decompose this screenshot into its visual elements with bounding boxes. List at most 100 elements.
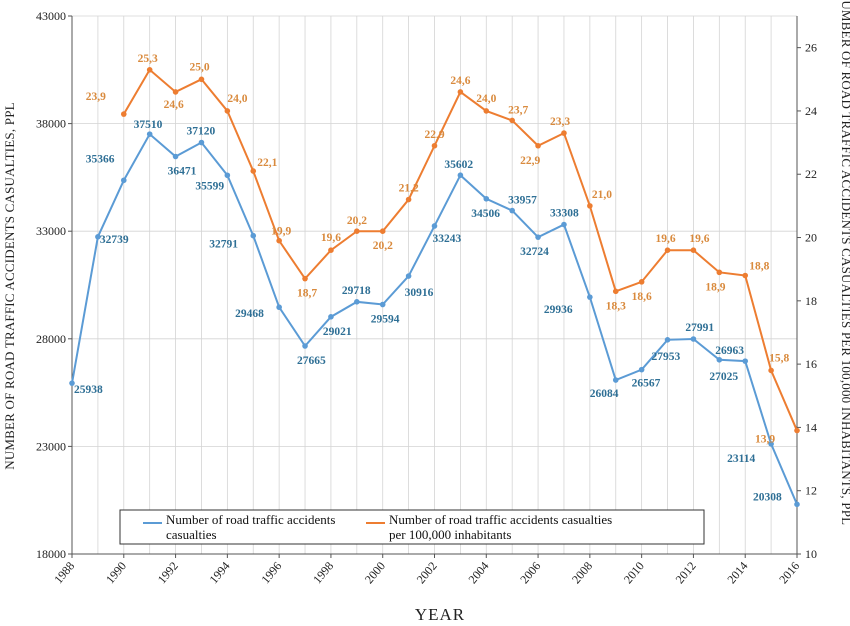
data-point-per-100k bbox=[328, 247, 334, 253]
grid-lines bbox=[71, 15, 798, 555]
data-point-per-100k bbox=[250, 168, 257, 174]
data-point-casualties bbox=[405, 273, 412, 279]
data-point-casualties bbox=[794, 501, 800, 508]
data-label-per-100k: 23,7 bbox=[508, 104, 528, 116]
data-label-casualties: 26963 bbox=[715, 345, 744, 357]
right-tick-label: 14 bbox=[805, 420, 817, 434]
data-label-per-100k: 23,9 bbox=[86, 91, 106, 103]
right-tick-label: 26 bbox=[805, 41, 817, 55]
data-label-casualties: 23114 bbox=[727, 453, 755, 465]
data-label-per-100k: 19,6 bbox=[689, 233, 709, 245]
data-label-casualties: 26567 bbox=[632, 378, 661, 390]
data-label-casualties: 33243 bbox=[433, 233, 462, 245]
data-point-per-100k bbox=[172, 89, 179, 95]
data-point-casualties bbox=[146, 131, 153, 137]
data-point-casualties bbox=[224, 172, 231, 179]
data-label-per-100k: 19,9 bbox=[271, 226, 291, 238]
right-tick-label: 16 bbox=[805, 357, 817, 371]
data-label-per-100k: 25,0 bbox=[189, 61, 209, 73]
x-tick-label: 1998 bbox=[310, 559, 336, 586]
data-point-casualties bbox=[483, 195, 490, 202]
data-label-casualties: 27953 bbox=[652, 351, 681, 363]
data-point-casualties bbox=[742, 358, 749, 364]
data-label-per-100k: 21,0 bbox=[592, 189, 612, 201]
left-tick-label: 43000 bbox=[36, 9, 66, 23]
data-label-per-100k: 19,6 bbox=[321, 232, 341, 244]
data-label-per-100k: 22,9 bbox=[520, 155, 540, 167]
x-tick-label: 2016 bbox=[776, 559, 802, 586]
left-axis-ticks: 18000 23000 28000 33000 38000 43000 bbox=[36, 9, 72, 561]
data-label-per-100k: 18,9 bbox=[705, 281, 725, 293]
data-label-casualties: 20308 bbox=[753, 491, 782, 503]
left-tick-label: 23000 bbox=[36, 439, 66, 453]
legend-box bbox=[119, 509, 705, 545]
data-point-casualties bbox=[535, 234, 541, 240]
data-label-casualties: 27665 bbox=[297, 355, 326, 367]
data-label-casualties: 34506 bbox=[471, 208, 500, 220]
left-tick-label: 38000 bbox=[36, 117, 66, 131]
data-label-casualties: 29021 bbox=[323, 326, 352, 338]
data-label-casualties: 32724 bbox=[520, 246, 549, 258]
data-label-per-100k: 20,2 bbox=[373, 240, 393, 252]
data-label-casualties: 29468 bbox=[235, 308, 264, 320]
right-axis-title: NUMBER OF ROAD TRAFFIC ACCIDENTS CASUALT… bbox=[839, 0, 850, 525]
data-label-per-100k: 21,2 bbox=[399, 183, 419, 195]
left-tick-label: 28000 bbox=[36, 332, 66, 346]
data-point-casualties bbox=[716, 356, 723, 363]
data-point-per-100k bbox=[690, 247, 697, 253]
data-labels: 25938 32739 35366 37510 36471 37120 35599 32791… bbox=[74, 53, 789, 504]
x-tick-label: 2012 bbox=[673, 559, 699, 586]
data-point-per-100k bbox=[483, 108, 490, 114]
data-point-per-100k bbox=[379, 228, 386, 234]
data-point-casualties bbox=[328, 314, 334, 320]
legend-label-blue-line2: casualties bbox=[166, 527, 217, 542]
data-point-casualties bbox=[638, 366, 645, 373]
data-label-casualties: 36471 bbox=[168, 166, 197, 178]
x-tick-label: 2002 bbox=[414, 559, 440, 586]
data-label-per-100k: 22,9 bbox=[425, 129, 445, 141]
x-axis-title: YEAR bbox=[415, 605, 465, 624]
data-point-per-100k bbox=[405, 196, 412, 203]
x-tick-label: 2008 bbox=[569, 559, 595, 586]
data-label-casualties: 29936 bbox=[544, 304, 573, 316]
data-point-casualties bbox=[354, 299, 360, 305]
x-tick-label: 1996 bbox=[258, 559, 284, 586]
data-point-casualties bbox=[276, 304, 282, 311]
data-point-casualties bbox=[587, 294, 593, 300]
data-point-casualties bbox=[768, 441, 774, 447]
data-label-per-100k: 24,0 bbox=[476, 93, 496, 105]
data-label-per-100k: 13,9 bbox=[755, 434, 775, 446]
data-label-casualties: 35366 bbox=[86, 153, 115, 165]
data-label-casualties: 35599 bbox=[195, 180, 224, 192]
data-point-casualties bbox=[302, 343, 308, 349]
data-label-per-100k: 15,8 bbox=[769, 352, 789, 364]
data-point-casualties bbox=[120, 177, 127, 184]
data-point-casualties bbox=[664, 337, 671, 343]
data-point-per-100k bbox=[716, 269, 723, 276]
data-label-casualties: 27991 bbox=[685, 322, 714, 334]
data-label-casualties: 26084 bbox=[590, 388, 619, 400]
data-point-per-100k bbox=[612, 288, 619, 295]
series-points bbox=[69, 67, 800, 508]
data-label-casualties: 33308 bbox=[550, 208, 579, 220]
data-label-per-100k: 23,3 bbox=[550, 116, 570, 128]
data-point-per-100k bbox=[638, 279, 645, 285]
right-tick-label: 10 bbox=[805, 547, 817, 561]
data-label-per-100k: 18,6 bbox=[632, 291, 652, 303]
data-label-casualties: 29718 bbox=[342, 285, 371, 297]
data-label-per-100k: 25,3 bbox=[138, 53, 158, 65]
x-axis-ticks: 1988 1990 1992 1994 1996 1998 2000 2002 2004 2006… bbox=[51, 554, 802, 586]
x-tick-label: 2006 bbox=[517, 559, 543, 586]
legend-label-orange-line2: per 100,000 inhabitants bbox=[389, 527, 511, 542]
data-point-casualties bbox=[612, 377, 619, 383]
data-point-casualties bbox=[95, 234, 101, 240]
x-tick-label: 2000 bbox=[362, 559, 388, 586]
right-tick-label: 18 bbox=[805, 294, 817, 308]
data-point-casualties bbox=[431, 223, 438, 229]
data-label-per-100k: 24,6 bbox=[164, 99, 184, 111]
data-point-per-100k bbox=[587, 203, 593, 209]
data-label-casualties: 30916 bbox=[405, 287, 434, 299]
data-point-per-100k bbox=[457, 89, 464, 95]
data-point-casualties bbox=[172, 153, 179, 160]
